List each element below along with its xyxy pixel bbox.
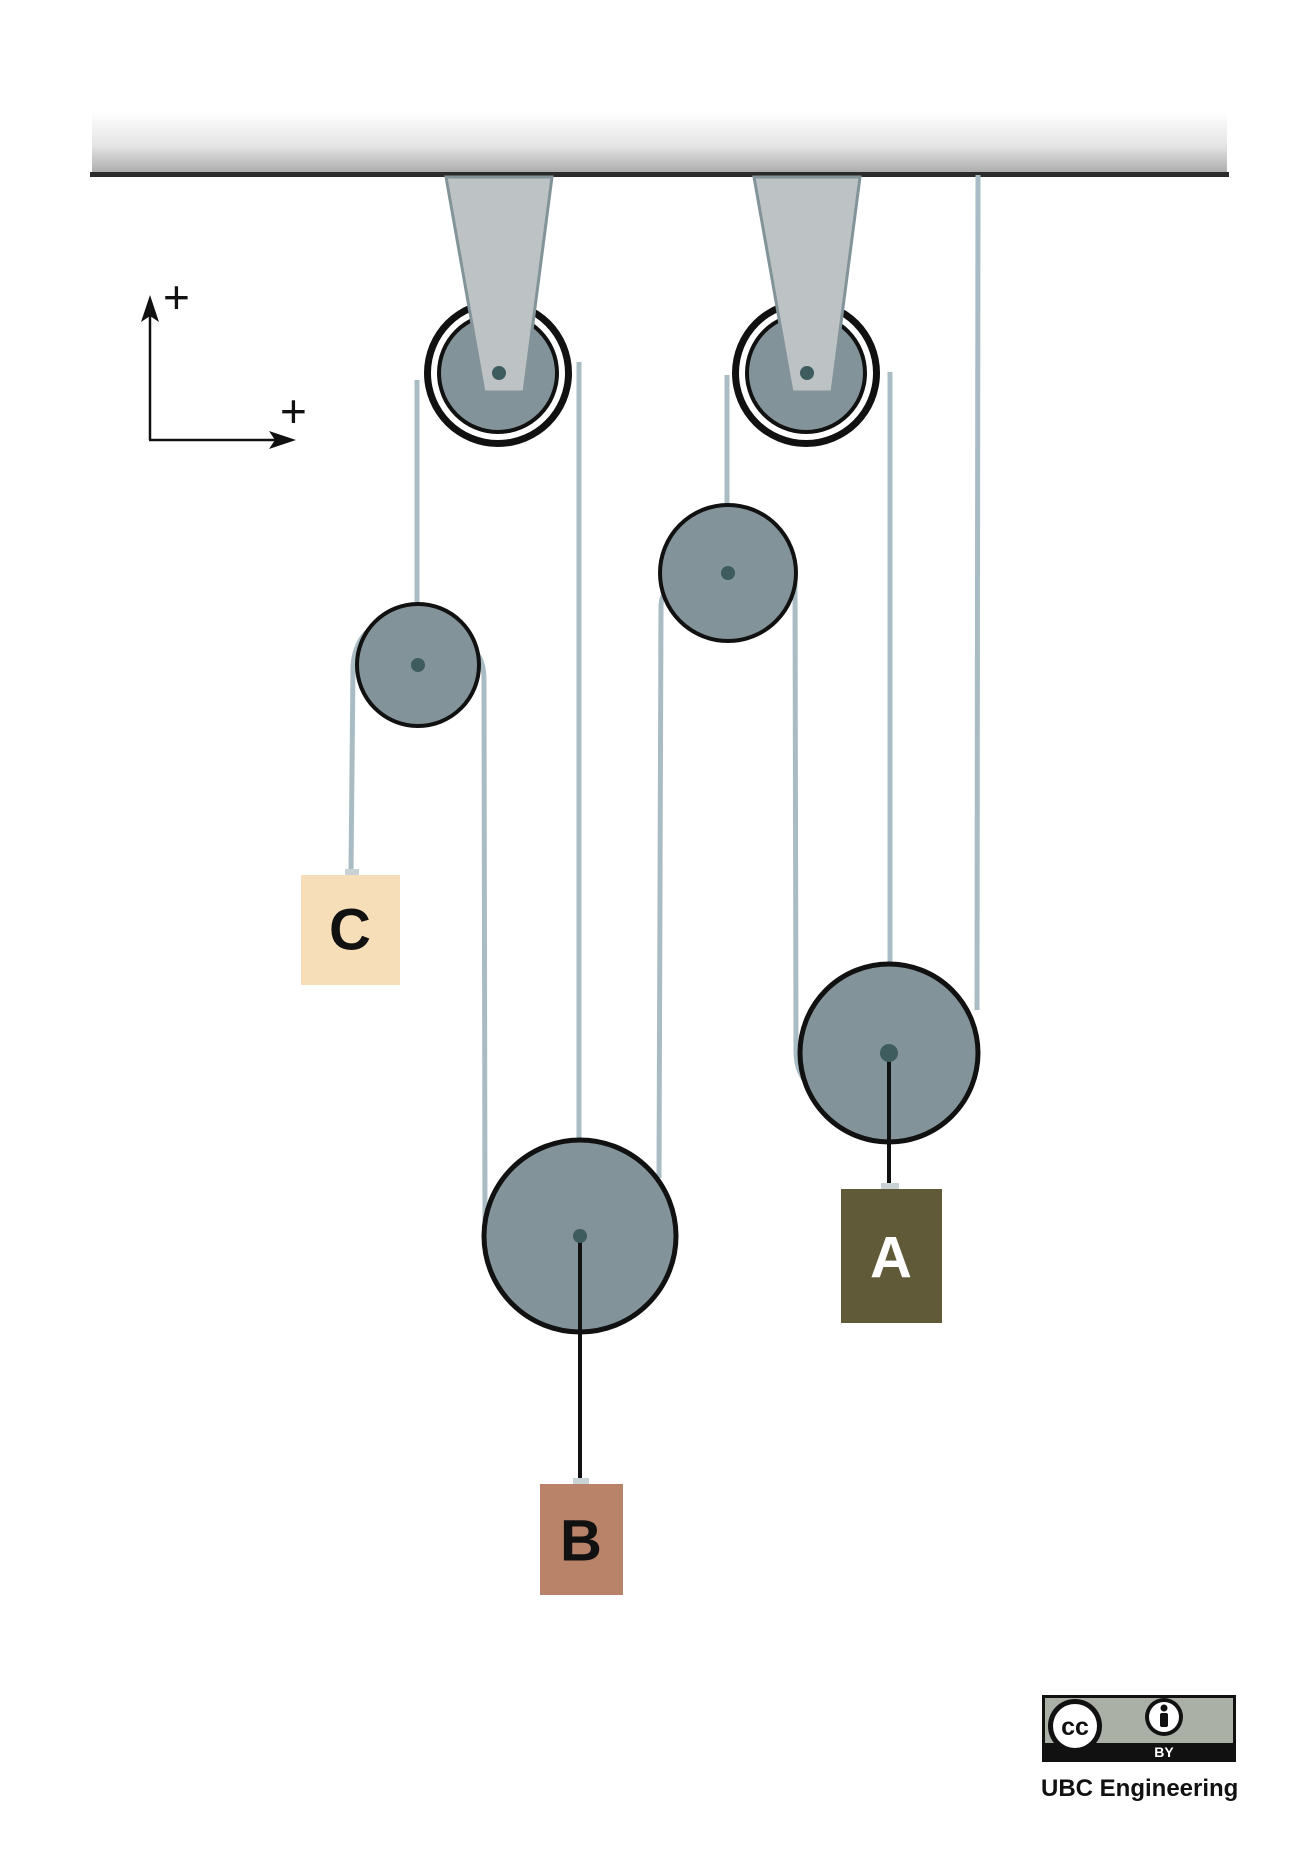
credit-text: UBC Engineering <box>1041 1775 1238 1802</box>
pulley-axle <box>721 566 735 580</box>
block-b-body <box>540 1484 623 1595</box>
by-label: BY <box>1154 1744 1174 1760</box>
rope-ceiling-right <box>974 174 981 1011</box>
block-b-clip <box>573 1478 589 1484</box>
rope-right-mid-down <box>792 579 807 1082</box>
x-axis-arrowhead <box>269 431 296 449</box>
pulley-axle <box>573 1229 587 1243</box>
block-c-label: C <box>329 898 371 963</box>
block-a-body <box>841 1189 942 1323</box>
x-axis-sign: + <box>280 385 307 437</box>
ceiling <box>90 112 1229 177</box>
block-a-clip <box>881 1183 899 1189</box>
rope-b-up-right <box>656 577 682 1179</box>
small-left-pulley <box>355 602 481 728</box>
pulley-bracket <box>752 175 862 394</box>
top-right-fixed-pulley <box>732 175 880 447</box>
ceiling-line <box>90 172 1229 177</box>
coordinate-axes: + + <box>141 271 307 449</box>
block-b-label: B <box>560 1509 602 1574</box>
y-axis-sign: + <box>163 271 190 323</box>
block-c: C <box>301 869 400 985</box>
pulley-axle <box>800 366 814 380</box>
pulley-axle <box>411 658 425 672</box>
right-middle-pulley <box>658 503 798 643</box>
top-left-fixed-pulley <box>424 175 572 447</box>
pulley-axle <box>492 366 506 380</box>
y-axis-arrowhead <box>141 295 159 322</box>
block-c-clip <box>345 869 359 875</box>
pulley-axle <box>880 1044 898 1062</box>
pulley-bracket <box>444 175 554 394</box>
pulley-b <box>481 1137 679 1479</box>
rope-small-to-b <box>462 642 488 1226</box>
block-a: A <box>841 1183 942 1323</box>
cc-logo-text: cc <box>1061 1713 1089 1741</box>
block-c-body <box>301 875 400 985</box>
block-b: B <box>540 1478 623 1595</box>
block-a-label: A <box>870 1226 912 1291</box>
pulley-a <box>797 961 981 1183</box>
cc-by-license-badge[interactable]: cc BY <box>1042 1695 1236 1762</box>
